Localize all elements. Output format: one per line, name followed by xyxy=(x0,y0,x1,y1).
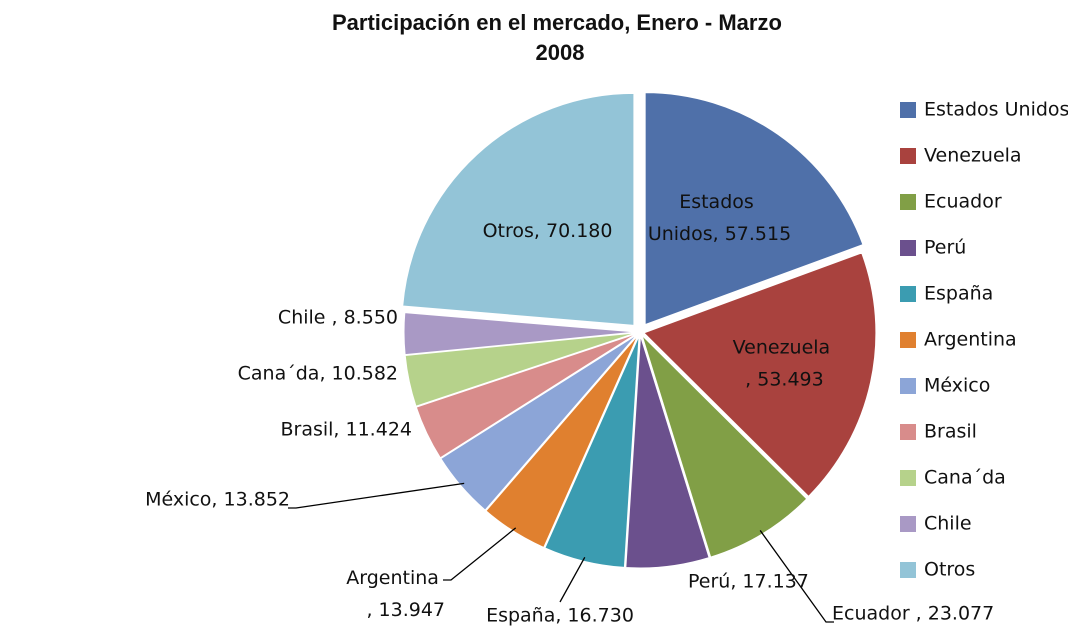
pie-slice xyxy=(485,335,639,549)
legend-label: Otros xyxy=(924,559,975,581)
data-label: Perú, 17.137 xyxy=(688,571,809,593)
data-label: España, 16.730 xyxy=(486,605,634,627)
legend-label: España xyxy=(924,283,993,305)
pie-slice xyxy=(403,312,637,356)
legend-swatch xyxy=(900,286,916,302)
legend-label: Argentina xyxy=(924,329,1017,351)
legend-label: Venezuela xyxy=(924,145,1022,167)
legend-label: México xyxy=(924,375,990,397)
legend-swatch xyxy=(900,240,916,256)
chart-title: Participación en el mercado, Enero - Mar… xyxy=(332,10,788,65)
legend-swatch xyxy=(900,470,916,486)
legend-swatch xyxy=(900,378,916,394)
legend-label: Perú xyxy=(924,237,966,259)
leader-line xyxy=(443,527,517,581)
pie-slice xyxy=(644,92,864,326)
data-label: México, 13.852 xyxy=(145,489,290,511)
data-label: Venezuela , 53.493 xyxy=(733,336,837,390)
legend-label: Ecuador xyxy=(924,191,1002,213)
legend-swatch xyxy=(900,424,916,440)
legend-label: Cana´da xyxy=(924,467,1006,489)
legend-swatch xyxy=(900,562,916,578)
data-label: Estados Unidos, 57.515 xyxy=(648,191,791,245)
pie-slice xyxy=(544,335,640,568)
data-label: Chile , 8.550 xyxy=(278,307,398,329)
pie-slice xyxy=(402,92,635,326)
legend-swatch xyxy=(900,194,916,210)
legend-swatch xyxy=(900,332,916,348)
legend-swatch xyxy=(900,516,916,532)
leader-line xyxy=(288,482,465,509)
pie-slice xyxy=(404,332,637,407)
data-label: Argentina , 13.947 xyxy=(346,567,445,621)
pie-slice xyxy=(625,335,710,569)
pie-slice xyxy=(415,333,637,459)
legend-swatch xyxy=(900,148,916,164)
legend-swatch xyxy=(900,102,916,118)
data-label: Cana´da, 10.582 xyxy=(238,363,398,385)
pie-slice xyxy=(642,252,877,498)
data-label: Brasil, 11.424 xyxy=(280,419,412,441)
leader-line xyxy=(559,557,586,603)
legend-label: Chile xyxy=(924,513,972,535)
data-label: Ecuador , 23.077 xyxy=(832,603,994,625)
leader-line xyxy=(759,530,834,623)
pie-slice xyxy=(440,334,638,511)
legend-label: Estados Unidos xyxy=(924,99,1068,121)
legend-label: Brasil xyxy=(924,421,977,443)
data-label: Otros, 70.180 xyxy=(483,220,613,242)
